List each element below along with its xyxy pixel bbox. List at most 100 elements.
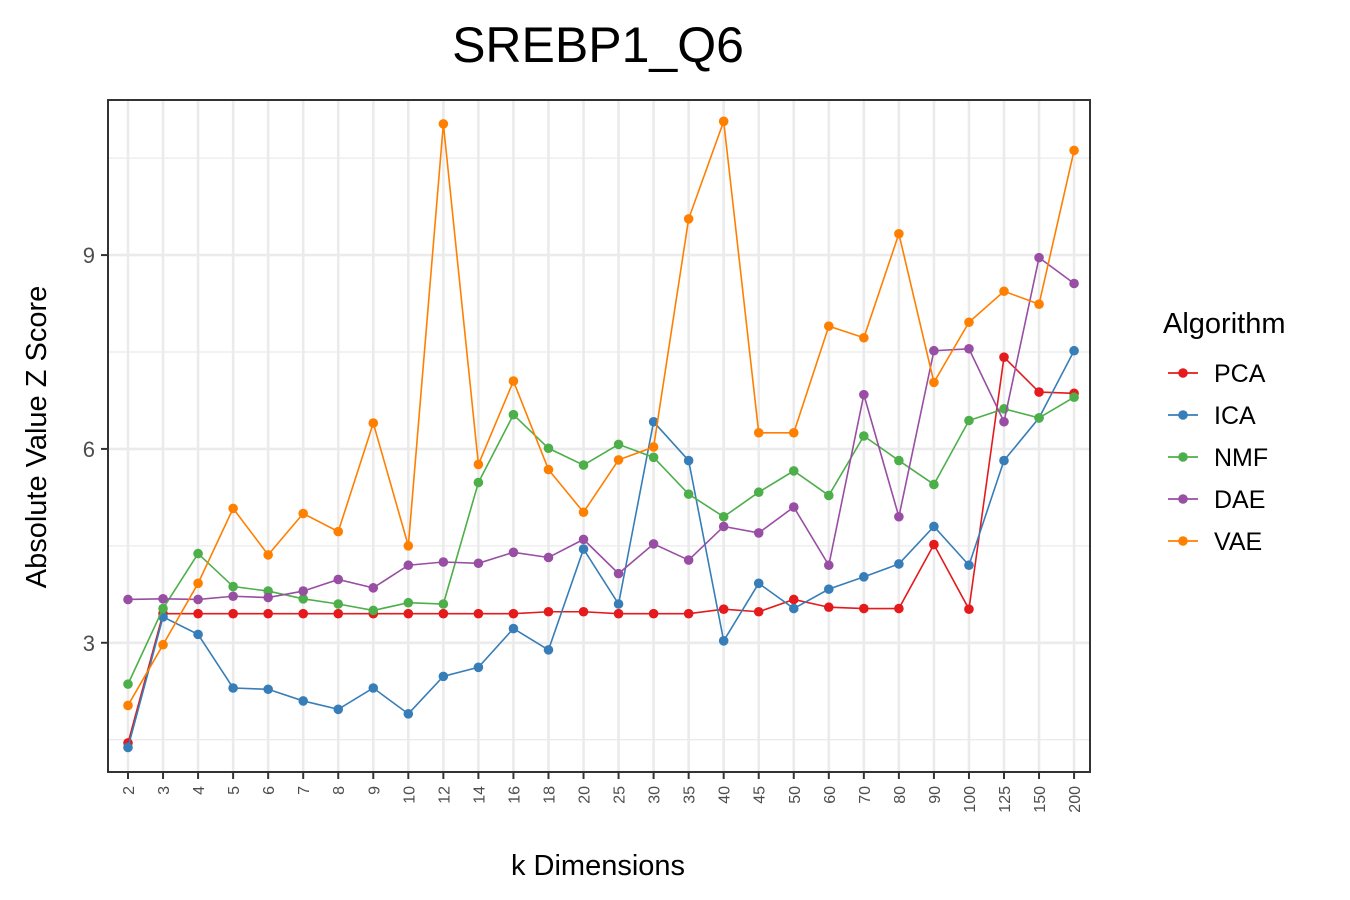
x-tick-label-150: 150 [1032, 786, 1049, 813]
point-nmf-60 [824, 490, 834, 501]
legend-key-point-vae [1178, 536, 1188, 546]
point-pca-30 [648, 608, 659, 619]
point-ica-16 [508, 623, 519, 634]
point-ica-125 [999, 455, 1009, 466]
point-nmf-2 [123, 679, 133, 689]
point-pca-90 [929, 539, 939, 550]
point-vae-8 [333, 526, 344, 537]
x-tick-label-45: 45 [752, 786, 769, 804]
point-ica-7 [298, 696, 309, 706]
x-axis: 2 3 4 5 6 7 8 9 10 12 14 16 18 20 25 30 35 40 45 50 60 70 80 90… [121, 772, 1084, 813]
point-vae-18 [543, 464, 554, 475]
point-nmf-3 [158, 603, 168, 614]
x-tick-label-70: 70 [857, 786, 874, 804]
point-pca-8 [333, 608, 344, 619]
point-nmf-9 [368, 605, 379, 616]
point-nmf-5 [228, 581, 238, 592]
point-nmf-10 [403, 597, 414, 608]
point-vae-2 [123, 700, 133, 711]
x-tick-label-50: 50 [787, 786, 804, 804]
series-ica [123, 345, 1079, 753]
point-vae-14 [473, 459, 484, 470]
point-vae-20 [578, 507, 589, 518]
series-line-ica [127, 350, 1075, 748]
x-tick-label-60: 60 [822, 786, 839, 804]
point-vae-80 [894, 228, 904, 239]
point-nmf-100 [964, 415, 974, 426]
x-tick-label-40: 40 [717, 786, 734, 804]
point-dae-5 [228, 591, 238, 602]
point-ica-50 [788, 603, 799, 614]
legend-key-point-ica [1178, 410, 1188, 420]
point-dae-16 [508, 547, 519, 558]
y-axis-title: Absolute Value Z Score [21, 286, 53, 589]
point-ica-60 [824, 584, 834, 594]
point-nmf-80 [894, 455, 904, 466]
point-nmf-45 [753, 487, 764, 498]
point-ica-8 [333, 704, 344, 715]
point-nmf-30 [648, 452, 659, 463]
x-tick-label-7: 7 [296, 786, 313, 795]
point-pca-50 [788, 594, 799, 605]
point-nmf-90 [929, 479, 939, 490]
point-nmf-25 [613, 439, 624, 450]
legend-item-vae: VAE [1168, 528, 1262, 556]
point-ica-18 [543, 645, 554, 655]
x-tick-label-10: 10 [401, 786, 418, 804]
point-dae-35 [683, 555, 694, 565]
point-vae-125 [999, 286, 1009, 297]
point-ica-4 [193, 629, 203, 640]
point-nmf-200 [1069, 392, 1079, 403]
point-vae-70 [859, 332, 869, 343]
point-ica-45 [753, 578, 764, 589]
point-ica-200 [1069, 345, 1079, 356]
point-pca-45 [753, 606, 764, 617]
point-ica-9 [368, 683, 379, 693]
point-vae-30 [648, 442, 659, 452]
point-dae-4 [193, 594, 203, 605]
point-pca-60 [824, 602, 834, 613]
x-tick-label-80: 80 [892, 786, 909, 804]
point-pca-5 [228, 608, 238, 619]
plot-panel-border [107, 99, 1091, 773]
point-dae-7 [298, 586, 309, 596]
point-dae-8 [333, 574, 344, 585]
point-ica-40 [718, 636, 729, 646]
x-tick-label-8: 8 [331, 786, 348, 795]
point-dae-2 [123, 594, 133, 605]
point-ica-20 [578, 544, 589, 554]
x-tick-label-9: 9 [366, 786, 383, 795]
point-ica-10 [403, 709, 414, 719]
x-tick-label-90: 90 [927, 786, 944, 804]
point-dae-60 [824, 560, 834, 571]
point-ica-25 [613, 599, 624, 609]
point-ica-14 [473, 662, 484, 673]
x-tick-label-3: 3 [156, 786, 173, 795]
point-ica-80 [894, 559, 904, 569]
point-dae-3 [158, 594, 168, 604]
point-nmf-14 [473, 477, 484, 488]
x-tick-label-200: 200 [1067, 786, 1084, 813]
point-vae-40 [718, 116, 729, 127]
point-nmf-150 [1034, 413, 1044, 423]
point-dae-20 [578, 534, 589, 545]
point-pca-70 [859, 603, 869, 614]
x-tick-label-35: 35 [682, 786, 699, 804]
legend-key-point-pca [1178, 368, 1188, 378]
point-dae-12 [438, 557, 449, 567]
point-dae-100 [964, 343, 974, 354]
point-pca-6 [263, 608, 273, 619]
point-pca-80 [894, 603, 904, 614]
point-nmf-20 [578, 460, 589, 470]
point-vae-200 [1069, 145, 1079, 156]
series-line-vae [127, 121, 1075, 706]
point-dae-18 [543, 552, 554, 563]
point-pca-18 [543, 606, 554, 617]
legend-label-vae: VAE [1214, 528, 1262, 556]
series-line-dae [127, 256, 1075, 601]
legend-item-nmf: NMF [1168, 444, 1268, 472]
x-tick-label-2: 2 [121, 786, 138, 795]
point-ica-12 [438, 671, 449, 682]
point-ica-90 [929, 521, 939, 532]
